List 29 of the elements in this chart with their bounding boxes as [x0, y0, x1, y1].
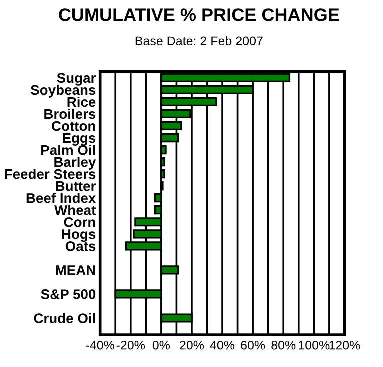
x-tick-label: 80% [272, 340, 296, 350]
y-tick-label: Feeder Steers [5, 169, 96, 180]
y-tick-label: Soybeans [30, 84, 96, 98]
x-tick-label: 0% [152, 340, 170, 350]
x-tick-label: -40% [86, 340, 114, 350]
chart-subtitle: Base Date: 2 Feb 2007 [136, 36, 263, 46]
y-tick-label: Broilers [44, 108, 96, 120]
y-tick-label: Corn [64, 217, 96, 228]
y-tick-label: S&P 500 [41, 290, 96, 300]
y-tick-label: Crude Oil [34, 313, 96, 324]
x-tick-label: 100% [299, 340, 330, 350]
y-tick-label: Sugar [57, 73, 96, 86]
y-tick-label: Butter [56, 182, 96, 192]
y-tick-label: MEAN [56, 266, 96, 276]
y-tick-label: Cotton [52, 121, 96, 132]
x-tick-label: 40% [210, 340, 235, 350]
x-tick-label: 60% [241, 340, 266, 350]
chart-title: CUMULATIVE % PRICE CHANGE [59, 8, 340, 22]
y-tick-label: Eggs [63, 133, 96, 146]
y-tick-label: Hogs [62, 230, 96, 242]
y-tick-label: Rice [68, 96, 96, 108]
y-tick-label: Palm Oil [42, 145, 96, 156]
y-tick-label: Wheat [54, 205, 96, 216]
y-tick-label: Oats [66, 241, 96, 252]
x-tick-label: 20% [180, 340, 204, 350]
y-tick-label: Barley [54, 157, 96, 170]
y-tick-label: Beef Index [26, 193, 96, 204]
x-tick-label: -20% [116, 340, 146, 350]
x-tick-label: 120% [330, 340, 360, 350]
